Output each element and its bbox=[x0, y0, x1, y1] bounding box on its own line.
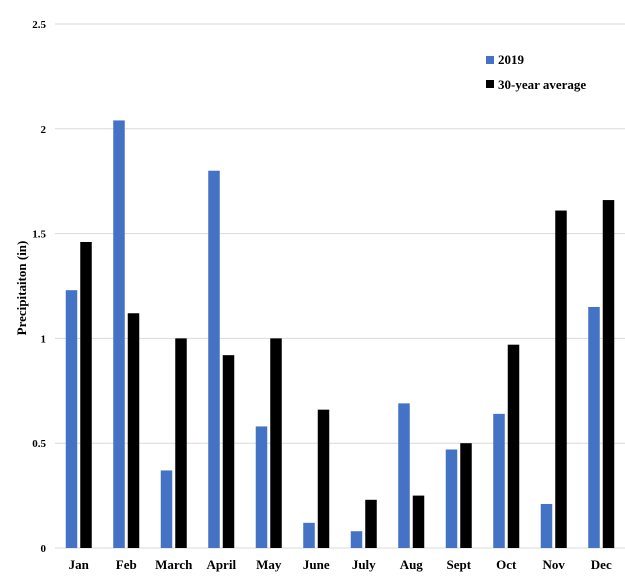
bar-30-year-average-june bbox=[317, 409, 330, 548]
x-axis-categories: Jan Feb March April May June July Aug Sept Oct Nov… bbox=[69, 557, 612, 572]
bar-2019-sept bbox=[445, 449, 458, 548]
legend-swatch-30-year-average bbox=[486, 80, 494, 88]
gridlines bbox=[55, 23, 625, 549]
x-category-label: March bbox=[155, 557, 193, 572]
bar-2019-dec bbox=[588, 306, 600, 548]
bar-30-year-average-oct bbox=[507, 344, 520, 548]
x-category-label: April bbox=[206, 557, 236, 572]
y-axis-title: Precipitaiton (in) bbox=[14, 241, 29, 336]
bar-30-year-average-nov bbox=[555, 210, 567, 548]
x-category-label: Aug bbox=[400, 557, 424, 572]
bar-2019-jan bbox=[65, 290, 78, 548]
legend: 2019 30-year average bbox=[486, 52, 586, 92]
bar-2019-feb bbox=[113, 120, 125, 548]
bar-30-year-average-sept bbox=[460, 443, 472, 548]
bar-2019-april bbox=[208, 170, 220, 548]
y-tick-label: 0 bbox=[41, 543, 47, 555]
x-category-label: June bbox=[303, 557, 330, 572]
y-tick-label: 0.5 bbox=[32, 438, 46, 450]
bar-2019-july bbox=[350, 531, 363, 548]
legend-label-2019: 2019 bbox=[498, 52, 525, 67]
bar-30-year-average-march bbox=[175, 338, 187, 548]
y-tick-label: 2 bbox=[41, 124, 47, 136]
x-category-label: Nov bbox=[543, 557, 566, 572]
y-tick-label: 1 bbox=[41, 333, 47, 345]
x-category-label: May bbox=[256, 557, 282, 572]
bars bbox=[65, 120, 615, 548]
bar-30-year-average-aug bbox=[412, 495, 425, 548]
bar-30-year-average-feb bbox=[127, 313, 140, 548]
x-category-label: Jan bbox=[69, 557, 90, 572]
legend-swatch-2019 bbox=[486, 56, 494, 64]
bar-30-year-average-july bbox=[365, 499, 377, 548]
x-category-label: July bbox=[352, 557, 376, 572]
bar-2019-march bbox=[160, 470, 173, 548]
y-axis-ticks: 0 0.5 1 1.5 2 2.5 bbox=[32, 19, 46, 555]
x-category-label: Sept bbox=[446, 557, 471, 572]
bar-2019-aug bbox=[398, 403, 410, 548]
y-tick-label: 1.5 bbox=[32, 229, 46, 241]
y-tick-label: 2.5 bbox=[32, 19, 46, 31]
bar-2019-oct bbox=[493, 413, 505, 548]
bar-30-year-average-jan bbox=[80, 241, 92, 548]
bar-30-year-average-may bbox=[270, 338, 282, 548]
x-category-label: Oct bbox=[496, 557, 517, 572]
bar-30-year-average-april bbox=[222, 355, 235, 548]
legend-label-30-year-average: 30-year average bbox=[498, 77, 586, 92]
bar-2019-nov bbox=[540, 503, 553, 548]
x-category-label: Dec bbox=[591, 557, 612, 572]
bar-30-year-average-dec bbox=[602, 200, 615, 548]
bar-2019-may bbox=[255, 426, 268, 548]
bar-2019-june bbox=[303, 522, 315, 548]
x-category-label: Feb bbox=[116, 557, 137, 572]
